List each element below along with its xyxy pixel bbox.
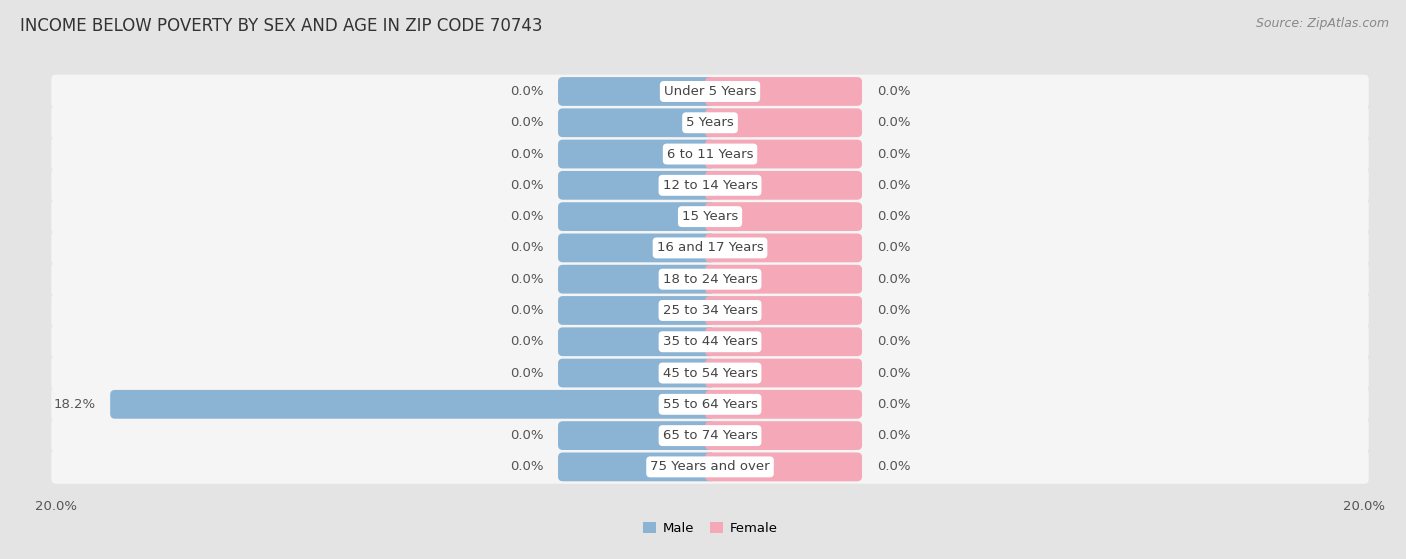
Text: 0.0%: 0.0% (877, 335, 910, 348)
Text: 0.0%: 0.0% (877, 304, 910, 317)
Text: 0.0%: 0.0% (877, 367, 910, 380)
FancyBboxPatch shape (558, 296, 714, 325)
Text: 0.0%: 0.0% (510, 148, 543, 160)
FancyBboxPatch shape (558, 359, 714, 387)
Text: Source: ZipAtlas.com: Source: ZipAtlas.com (1256, 17, 1389, 30)
Text: 0.0%: 0.0% (877, 116, 910, 129)
FancyBboxPatch shape (558, 265, 714, 293)
FancyBboxPatch shape (52, 293, 1368, 328)
FancyBboxPatch shape (706, 77, 862, 106)
FancyBboxPatch shape (52, 106, 1368, 140)
FancyBboxPatch shape (706, 359, 862, 387)
Legend: Male, Female: Male, Female (637, 517, 783, 541)
Text: 0.0%: 0.0% (510, 273, 543, 286)
FancyBboxPatch shape (110, 390, 714, 419)
Text: 65 to 74 Years: 65 to 74 Years (662, 429, 758, 442)
Text: 6 to 11 Years: 6 to 11 Years (666, 148, 754, 160)
Text: 5 Years: 5 Years (686, 116, 734, 129)
Text: 0.0%: 0.0% (877, 179, 910, 192)
Text: 0.0%: 0.0% (510, 210, 543, 223)
FancyBboxPatch shape (52, 450, 1368, 484)
Text: 18.2%: 18.2% (53, 398, 96, 411)
FancyBboxPatch shape (558, 421, 714, 450)
Text: 0.0%: 0.0% (510, 116, 543, 129)
Text: Under 5 Years: Under 5 Years (664, 85, 756, 98)
Text: 0.0%: 0.0% (510, 461, 543, 473)
Text: 75 Years and over: 75 Years and over (650, 461, 770, 473)
FancyBboxPatch shape (706, 108, 862, 137)
FancyBboxPatch shape (706, 202, 862, 231)
Text: 35 to 44 Years: 35 to 44 Years (662, 335, 758, 348)
Text: 0.0%: 0.0% (510, 179, 543, 192)
Text: 55 to 64 Years: 55 to 64 Years (662, 398, 758, 411)
FancyBboxPatch shape (558, 452, 714, 481)
FancyBboxPatch shape (558, 328, 714, 356)
FancyBboxPatch shape (558, 202, 714, 231)
Text: 0.0%: 0.0% (510, 304, 543, 317)
FancyBboxPatch shape (52, 387, 1368, 421)
Text: 0.0%: 0.0% (877, 210, 910, 223)
FancyBboxPatch shape (706, 234, 862, 262)
FancyBboxPatch shape (52, 325, 1368, 359)
Text: 18 to 24 Years: 18 to 24 Years (662, 273, 758, 286)
Text: 45 to 54 Years: 45 to 54 Years (662, 367, 758, 380)
FancyBboxPatch shape (706, 328, 862, 356)
Text: 0.0%: 0.0% (877, 148, 910, 160)
Text: 0.0%: 0.0% (877, 429, 910, 442)
Text: 0.0%: 0.0% (510, 429, 543, 442)
Text: 0.0%: 0.0% (877, 398, 910, 411)
FancyBboxPatch shape (706, 390, 862, 419)
Text: 0.0%: 0.0% (510, 367, 543, 380)
FancyBboxPatch shape (558, 140, 714, 168)
Text: INCOME BELOW POVERTY BY SEX AND AGE IN ZIP CODE 70743: INCOME BELOW POVERTY BY SEX AND AGE IN Z… (20, 17, 543, 35)
FancyBboxPatch shape (706, 265, 862, 293)
FancyBboxPatch shape (558, 77, 714, 106)
FancyBboxPatch shape (706, 421, 862, 450)
FancyBboxPatch shape (706, 452, 862, 481)
Text: 0.0%: 0.0% (877, 241, 910, 254)
FancyBboxPatch shape (558, 234, 714, 262)
FancyBboxPatch shape (52, 262, 1368, 296)
Text: 16 and 17 Years: 16 and 17 Years (657, 241, 763, 254)
Text: 0.0%: 0.0% (877, 461, 910, 473)
Text: 15 Years: 15 Years (682, 210, 738, 223)
FancyBboxPatch shape (706, 140, 862, 168)
FancyBboxPatch shape (558, 171, 714, 200)
FancyBboxPatch shape (706, 296, 862, 325)
FancyBboxPatch shape (52, 419, 1368, 452)
FancyBboxPatch shape (52, 168, 1368, 202)
FancyBboxPatch shape (706, 171, 862, 200)
Text: 25 to 34 Years: 25 to 34 Years (662, 304, 758, 317)
FancyBboxPatch shape (52, 137, 1368, 171)
Text: 0.0%: 0.0% (510, 335, 543, 348)
FancyBboxPatch shape (52, 200, 1368, 234)
FancyBboxPatch shape (52, 231, 1368, 265)
Text: 0.0%: 0.0% (510, 85, 543, 98)
Text: 0.0%: 0.0% (510, 241, 543, 254)
FancyBboxPatch shape (52, 356, 1368, 390)
Text: 0.0%: 0.0% (877, 85, 910, 98)
Text: 0.0%: 0.0% (877, 273, 910, 286)
Text: 12 to 14 Years: 12 to 14 Years (662, 179, 758, 192)
FancyBboxPatch shape (558, 108, 714, 137)
FancyBboxPatch shape (52, 74, 1368, 108)
